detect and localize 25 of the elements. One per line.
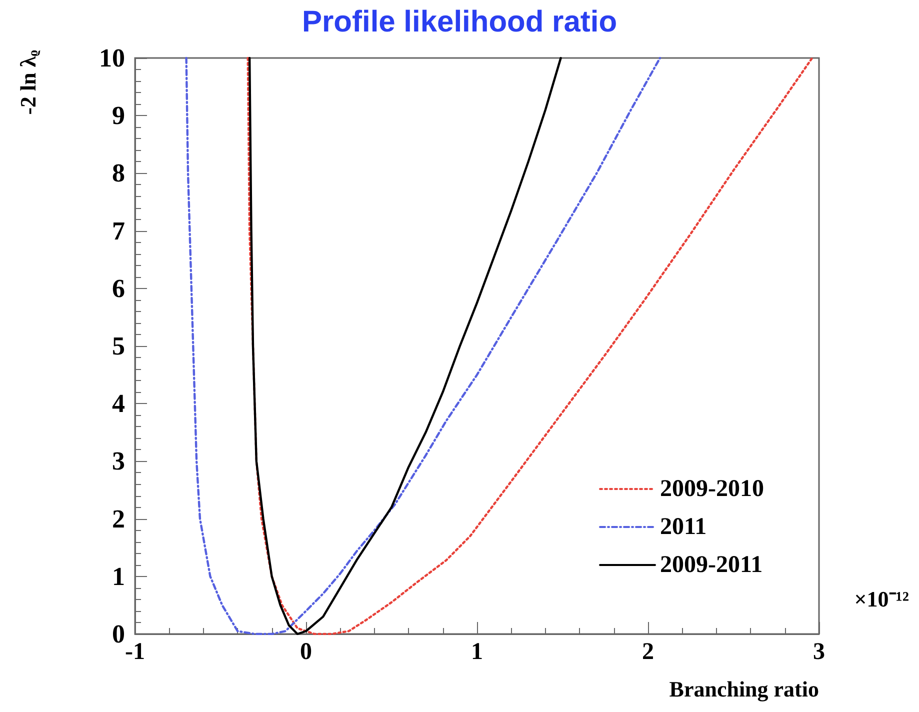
y-tick-label: 8 bbox=[112, 158, 125, 188]
x-tick-label: -1 bbox=[125, 639, 145, 665]
line-series bbox=[248, 56, 562, 636]
y-tick-label: 3 bbox=[112, 446, 125, 476]
y-axis-title: -2 ln λᵨ bbox=[16, 49, 40, 115]
y-tick-label: 2 bbox=[112, 504, 125, 534]
y-tick-label: 10 bbox=[99, 44, 125, 72]
x-tick-label: 1 bbox=[471, 639, 483, 665]
legend-label: 2009-2011 bbox=[660, 552, 763, 578]
y-tick-label: 1 bbox=[112, 562, 125, 591]
text: ×10⁻¹² bbox=[854, 586, 910, 612]
y-tick-label: 9 bbox=[112, 101, 125, 130]
x-tick-label: 0 bbox=[300, 639, 312, 665]
y-tick-label: 6 bbox=[112, 274, 125, 303]
x-tick-label: 3 bbox=[813, 639, 825, 665]
line-series bbox=[246, 56, 814, 636]
y-tick-label: 4 bbox=[112, 389, 125, 418]
y-tick-label: 5 bbox=[112, 332, 125, 360]
y-tick-label: 7 bbox=[112, 216, 125, 246]
line-series bbox=[185, 56, 662, 636]
legend-label: 2009-2010 bbox=[660, 476, 764, 502]
x-tick-label: 2 bbox=[642, 639, 654, 665]
chart-title: Profile likelihood ratio bbox=[302, 6, 618, 38]
x-axis-title: Branching ratio bbox=[669, 676, 819, 702]
legend-label: 2011 bbox=[660, 514, 707, 540]
